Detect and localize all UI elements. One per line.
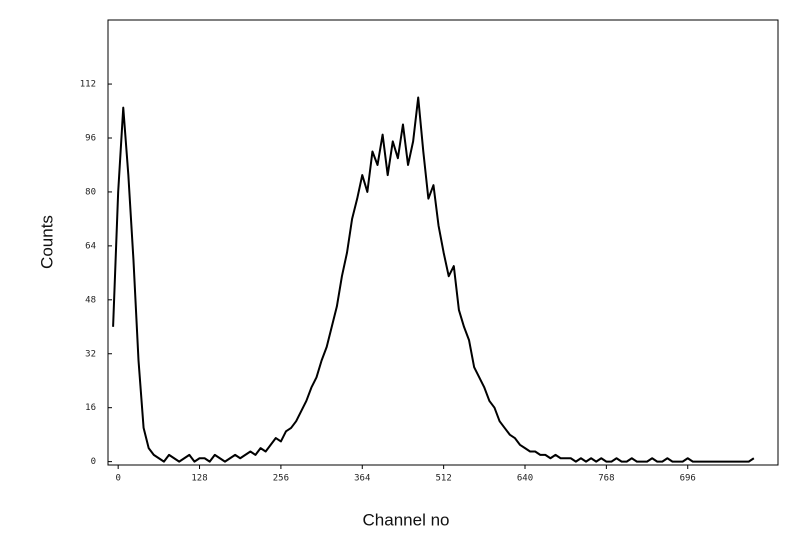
y-tick-label: 16 [85,403,96,413]
y-axis-label: Counts [37,215,56,269]
y-tick-label: 0 [91,457,96,467]
x-tick-label: 696 [680,474,696,484]
y-tick-label: 96 [85,133,96,143]
x-tick-label: 256 [273,474,289,484]
x-axis-label: Channel no [363,510,450,529]
x-tick-label: 364 [354,474,370,484]
plot-frame [107,19,779,466]
x-tick-label: 0 [115,474,120,484]
x-tick-label: 128 [191,474,207,484]
y-tick-label: 48 [85,295,96,305]
x-tick-label: 768 [598,474,614,484]
y-tick-label: 64 [85,241,96,251]
y-tick-label: 112 [80,80,96,90]
y-tick-label: 80 [85,187,96,197]
spectrum-line [112,96,755,463]
y-tick-label: 32 [85,349,96,359]
x-tick-label: 640 [517,474,533,484]
x-tick-label: 512 [436,474,452,484]
